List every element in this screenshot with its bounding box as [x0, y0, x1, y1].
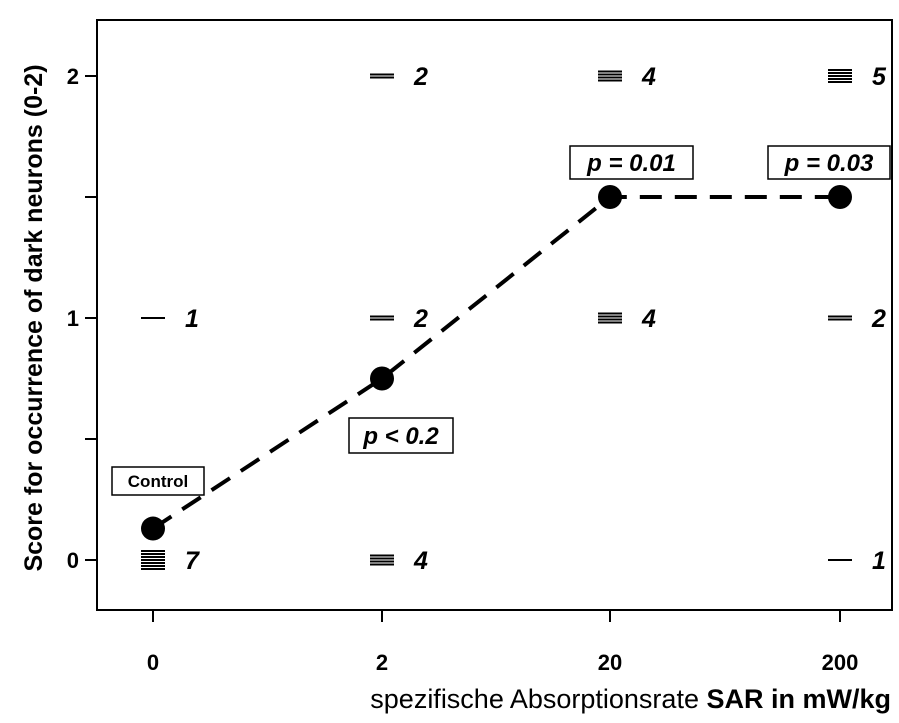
x-tick-label: 2 — [376, 650, 388, 675]
annotation-box — [569, 145, 694, 180]
annotation-label: p = 0.01 — [586, 150, 676, 177]
count-label: 4 — [641, 63, 656, 91]
x-axis-label-prefix: spezifische Absorptionsrate — [370, 684, 699, 714]
y-tick-label: 2 — [67, 64, 79, 89]
annotation-label: p < 0.2 — [362, 423, 439, 450]
count-label: 2 — [871, 305, 886, 333]
y-axis-label: Score for occurrence of dark neurons (0-… — [20, 64, 48, 571]
plot-frame — [96, 19, 893, 611]
mean-point — [141, 516, 165, 541]
count-label: 4 — [413, 547, 428, 575]
mean-line — [151, 195, 840, 531]
annotation-label: Control — [128, 472, 188, 491]
y-tick-label: 1 — [67, 306, 79, 331]
mean-point — [370, 366, 394, 391]
count-label: 1 — [872, 547, 886, 575]
y-tick-label: 0 — [67, 548, 79, 573]
x-axis-label-unit: SAR in mW/kg — [706, 684, 891, 714]
mean-point — [598, 185, 622, 209]
annotation-label: p = 0.03 — [784, 150, 874, 177]
annotation-box — [348, 417, 454, 454]
count-label: 4 — [641, 305, 656, 333]
count-label: 7 — [185, 547, 200, 575]
x-tick-label: 20 — [598, 650, 622, 675]
count-label: 5 — [872, 63, 887, 91]
x-axis-label: spezifische Absorptionsrate SAR in mW/kg — [370, 684, 891, 715]
mean-point — [828, 185, 852, 209]
count-label: 1 — [185, 305, 199, 333]
count-label: 2 — [413, 63, 428, 91]
count-label: 2 — [413, 305, 428, 333]
x-tick-label: 200 — [822, 650, 859, 675]
x-tick-label: 0 — [147, 650, 159, 675]
annotation-box — [767, 145, 891, 180]
annotation-box — [111, 466, 205, 496]
